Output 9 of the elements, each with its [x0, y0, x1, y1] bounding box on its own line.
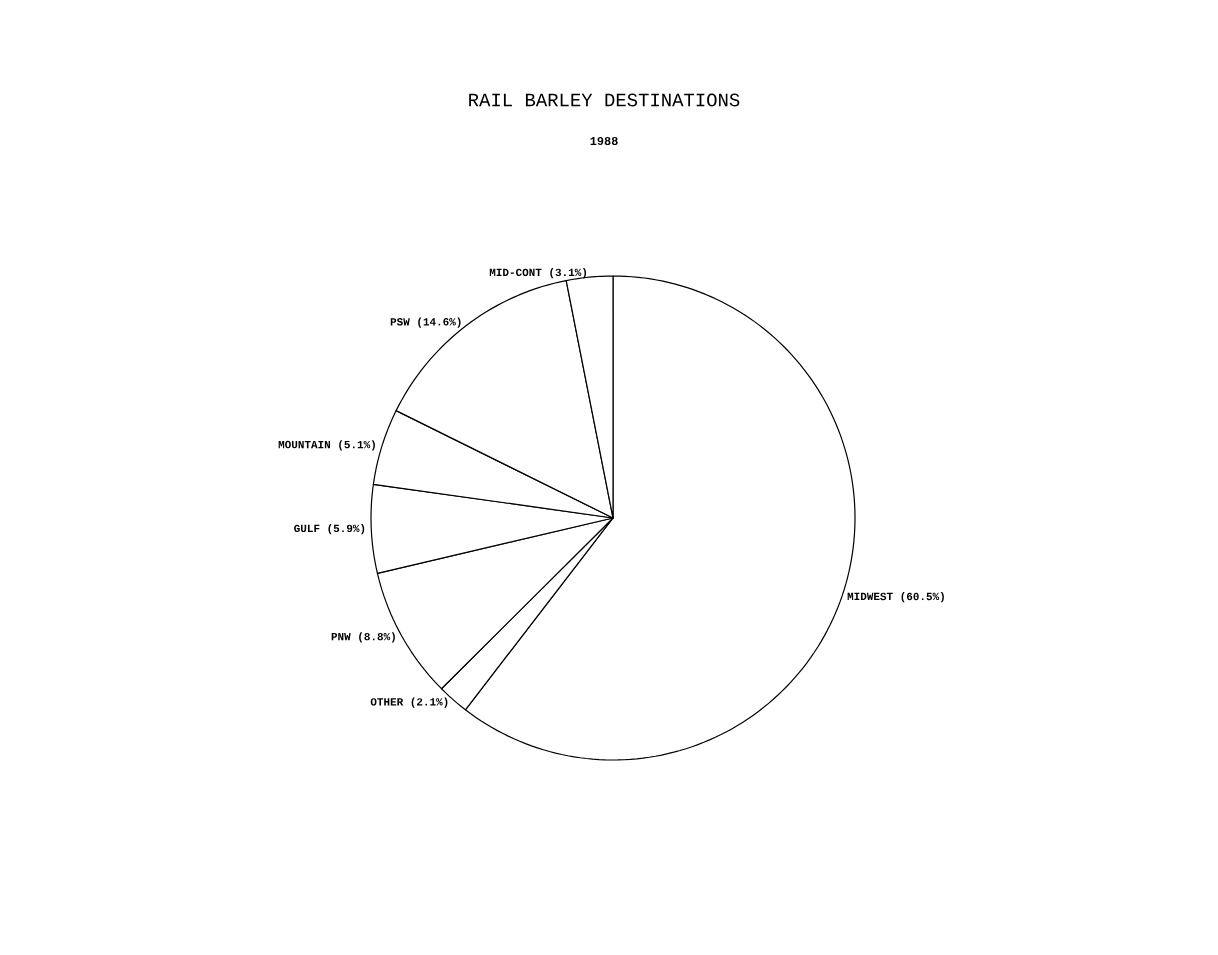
- slice-label: MIDWEST (60.5%): [847, 592, 944, 603]
- slice-label: OTHER (2.1%): [370, 697, 448, 708]
- chart-title: RAIL BARLEY DESTINATIONS: [469, 93, 740, 107]
- chart-subtitle: 1988: [590, 136, 618, 146]
- slice-label: GULF (5.9%): [294, 524, 365, 535]
- slice-label: PSW (14.6%): [390, 317, 461, 328]
- slice-label: MID-CONT (3.1%): [489, 268, 587, 279]
- slice-label: PNW (8.8%): [331, 632, 395, 643]
- slice-label: MOUNTAIN (5.1%): [278, 440, 375, 451]
